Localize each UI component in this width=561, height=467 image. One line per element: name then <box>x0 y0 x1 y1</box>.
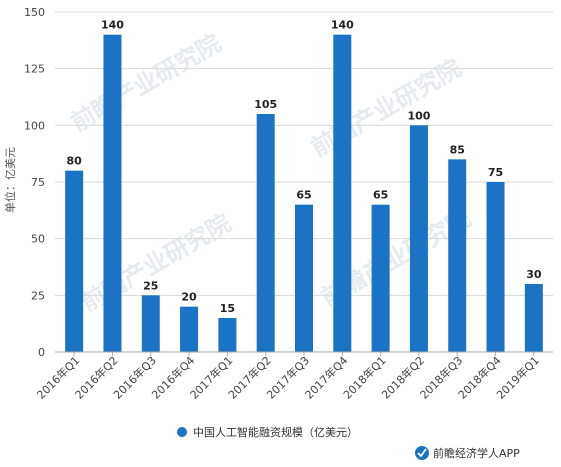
bar-value-label: 30 <box>526 268 542 281</box>
bar <box>486 182 505 352</box>
source-badge-icon-circle <box>415 446 429 460</box>
bar <box>371 204 390 352</box>
y-tick-label: 125 <box>24 63 45 76</box>
bar-value-label: 100 <box>407 109 430 122</box>
bars <box>65 34 543 353</box>
y-tick-label: 100 <box>24 119 45 132</box>
bar-value-label: 140 <box>101 19 124 32</box>
y-axis-title: 单位：亿美元 <box>3 147 17 213</box>
bar-value-label: 105 <box>254 98 277 111</box>
x-axis-ticks: 2016年Q12016年Q22016年Q32016年Q42017年Q12017年… <box>34 352 542 402</box>
legend-label: 中国人工智能融资规模（亿美元） <box>193 425 358 439</box>
bar <box>448 159 467 352</box>
bar <box>409 125 428 352</box>
source-text: 前瞻经济学人APP <box>433 446 520 460</box>
bar <box>524 284 543 352</box>
bar <box>141 295 160 352</box>
y-tick-label: 150 <box>24 6 45 19</box>
bar-value-label: 140 <box>331 19 354 32</box>
bar-value-label: 15 <box>220 302 235 315</box>
bar <box>103 34 122 353</box>
y-tick-label: 75 <box>31 176 45 189</box>
y-tick-label: 0 <box>38 346 45 359</box>
source-badge-icon <box>415 446 429 460</box>
bar-value-label: 80 <box>66 155 82 168</box>
bar-value-label: 25 <box>143 279 158 292</box>
bar <box>333 34 352 353</box>
bar <box>180 306 199 352</box>
legend-marker <box>177 427 187 437</box>
bar <box>295 204 313 352</box>
y-tick-label: 25 <box>31 289 45 302</box>
bar <box>65 170 84 352</box>
watermark-text: 前瞻产业研究院 <box>306 54 465 162</box>
source-badge-icon-check <box>417 448 427 458</box>
bar-value-label: 65 <box>296 189 311 202</box>
bar-value-label: 20 <box>181 291 197 304</box>
source-credit: 前瞻经济学人APP <box>415 446 520 460</box>
bar-value-label: 65 <box>373 189 388 202</box>
bar <box>256 114 275 352</box>
data-labels: 80 140 25 20 15 105 65 140 65 100 85 75 30 <box>66 19 541 315</box>
y-axis-ticks: 0 25 50 75 100 125 150 <box>24 6 45 359</box>
bar-value-label: 75 <box>488 166 503 179</box>
watermark-text: 前瞻产业研究院 <box>66 29 225 137</box>
y-tick-label: 50 <box>31 233 45 246</box>
bar <box>218 318 237 352</box>
legend: 中国人工智能融资规模（亿美元） <box>177 425 358 439</box>
bar-value-label: 85 <box>450 143 465 156</box>
